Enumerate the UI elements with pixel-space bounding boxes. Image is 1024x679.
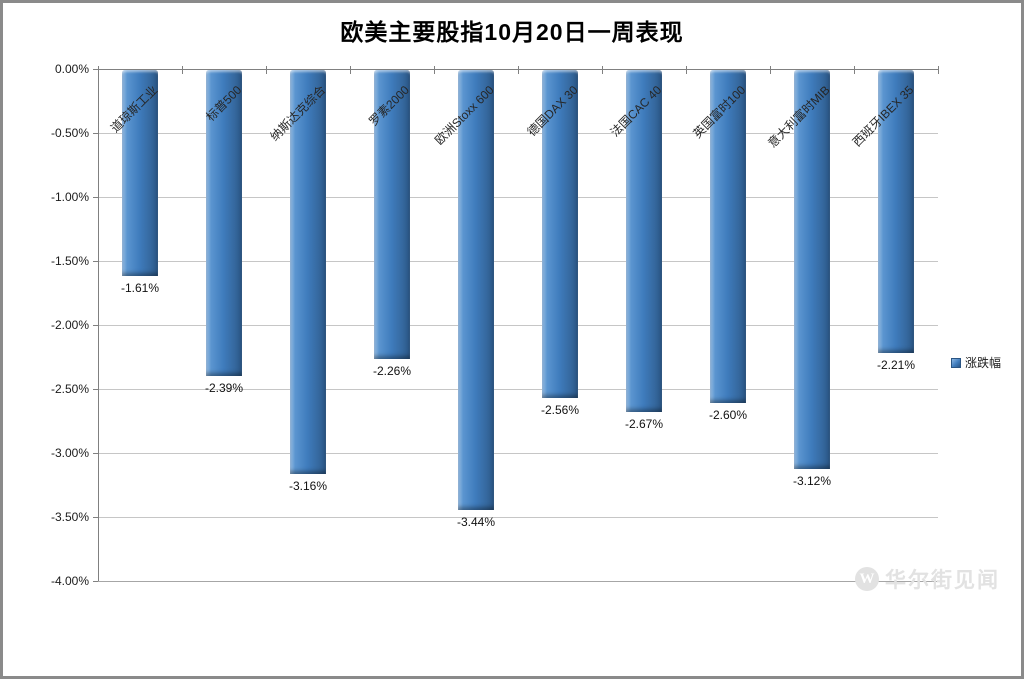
bar-0 [122, 70, 158, 277]
value-label: -3.44% [456, 515, 496, 530]
y-axis-label: -0.50% [50, 126, 89, 140]
category-axis-tick [938, 66, 939, 74]
bar-1 [206, 70, 242, 376]
watermark: W 华尔街见闻 [855, 564, 1000, 594]
value-label: -3.12% [792, 474, 832, 489]
category-axis-tick [98, 66, 99, 74]
y-axis-tick [93, 261, 98, 262]
category-axis-tick [602, 66, 603, 74]
y-axis-label: 0.00% [54, 62, 89, 76]
y-axis-tick [93, 325, 98, 326]
y-axis-label: -4.00% [50, 574, 89, 588]
bar-8 [794, 70, 830, 470]
bar-4 [458, 70, 494, 511]
value-label: -2.56% [540, 402, 580, 417]
value-label: -2.39% [204, 380, 244, 395]
y-axis-tick [93, 581, 98, 582]
gridline [98, 453, 938, 454]
y-axis-label: -2.00% [50, 318, 89, 332]
category-axis-tick [686, 66, 687, 74]
y-axis-label: -3.00% [50, 446, 89, 460]
bar-5 [542, 70, 578, 398]
category-axis-tick [854, 66, 855, 74]
legend-swatch-icon [951, 357, 961, 368]
y-axis-label: -3.50% [50, 510, 89, 524]
value-label: -1.61% [120, 281, 160, 296]
category-axis-tick [182, 66, 183, 74]
watermark-text: 华尔街见闻 [885, 569, 1000, 592]
y-axis-label: -1.00% [50, 190, 89, 204]
y-axis-tick [93, 453, 98, 454]
value-label: -2.26% [372, 364, 412, 379]
category-axis-tick [518, 66, 519, 74]
bar-9 [878, 70, 914, 353]
value-label: -2.60% [708, 407, 748, 422]
category-axis-tick [434, 66, 435, 74]
bar-3 [374, 70, 410, 360]
plot-area: 0.00% -0.50% -1.00% -1.50% -2.00% -2.50% -3.00… [3, 3, 1021, 676]
y-axis-label: -2.50% [50, 382, 89, 396]
chart-title: 欧美主要股指10月20日一周表现 [340, 19, 684, 45]
watermark-logo-icon: W [855, 567, 879, 591]
y-axis-tick [93, 197, 98, 198]
gridline [98, 261, 938, 262]
y-axis-tick [93, 517, 98, 518]
value-label: -2.67% [624, 416, 664, 431]
category-axis-tick [770, 66, 771, 74]
legend: 涨跌幅 [951, 354, 1001, 371]
gridline [98, 389, 938, 390]
value-label: -3.16% [288, 479, 328, 494]
gridline [98, 517, 938, 518]
category-axis-tick [266, 66, 267, 74]
y-axis-tick [93, 133, 98, 134]
value-label: -2.21% [876, 357, 916, 372]
y-axis-label: -1.50% [50, 254, 89, 268]
bar-7 [710, 70, 746, 403]
gridline [98, 581, 938, 582]
gridline [98, 133, 938, 134]
bar-6 [626, 70, 662, 412]
gridline [98, 325, 938, 326]
y-axis-line [98, 69, 99, 581]
bar-2 [290, 70, 326, 475]
legend-label: 涨跌幅 [965, 356, 1002, 370]
gridline [98, 197, 938, 198]
category-axis-tick [350, 66, 351, 74]
y-axis-tick [93, 389, 98, 390]
y-axis-tick [93, 69, 98, 70]
